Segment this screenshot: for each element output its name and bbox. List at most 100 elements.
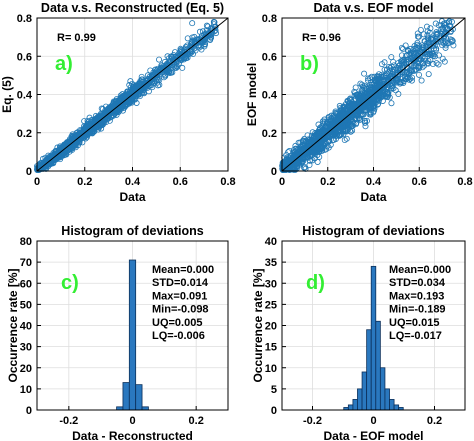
data-point — [449, 37, 456, 44]
y-axis-label: EOF model — [245, 63, 259, 126]
data-point — [158, 62, 165, 69]
data-point — [168, 69, 175, 76]
data-point — [332, 108, 339, 115]
data-point — [295, 139, 302, 146]
data-point — [417, 56, 424, 63]
data-point — [359, 110, 366, 117]
x-axis-label: Data - Reconstructed — [72, 429, 193, 441]
data-point — [408, 77, 415, 84]
y-tick-label: 0.6 — [17, 51, 32, 63]
data-point — [322, 126, 329, 133]
data-point — [341, 137, 348, 144]
data-point — [442, 22, 449, 29]
histogram-bar — [393, 404, 400, 411]
data-point — [431, 53, 438, 60]
plot-frame — [36, 17, 229, 172]
data-point — [99, 122, 106, 129]
data-point — [327, 141, 334, 148]
x-tick-label: -0.2 — [59, 415, 78, 427]
data-point — [425, 39, 432, 46]
data-point — [361, 82, 368, 89]
data-point — [415, 71, 422, 78]
data-point — [133, 99, 140, 106]
x-tick-label: -0.2 — [303, 415, 322, 427]
y-tick-label: 0.2 — [17, 128, 32, 140]
data-point — [411, 43, 418, 50]
data-point — [57, 149, 64, 156]
stats-line: Min=-0.189 — [389, 304, 446, 316]
data-point — [411, 57, 418, 64]
data-point — [300, 151, 307, 158]
histogram-bar — [379, 367, 386, 411]
data-point — [439, 55, 446, 62]
y-tick-label: 60 — [20, 278, 32, 290]
data-point — [407, 45, 414, 52]
y-axis-label: Occurrence rate [%] — [6, 268, 20, 382]
data-point — [439, 42, 446, 49]
data-point — [136, 80, 143, 87]
data-point — [205, 30, 212, 37]
stats-line: Mean=0.000 — [152, 264, 214, 276]
x-tick-label: 0.8 — [220, 176, 235, 188]
data-point — [434, 31, 441, 38]
data-point — [160, 70, 167, 77]
data-point — [125, 93, 132, 100]
data-point — [120, 99, 127, 106]
data-point — [81, 118, 88, 125]
data-point — [323, 123, 330, 130]
data-point — [343, 119, 350, 126]
stats-line: Min=-0.098 — [152, 304, 209, 316]
data-point — [417, 47, 424, 54]
y-tick-label: 0.4 — [17, 90, 33, 102]
data-point — [129, 99, 136, 106]
data-point — [304, 151, 311, 158]
data-point — [414, 30, 421, 37]
data-point — [203, 22, 210, 29]
data-point — [423, 47, 430, 54]
stats-line: UQ=0.005 — [152, 317, 202, 329]
y-tick-label: 40 — [265, 236, 277, 248]
data-point — [402, 42, 409, 49]
data-point — [124, 101, 131, 108]
y-tick-label: 0 — [271, 405, 277, 417]
y-tick-label: 40 — [20, 321, 32, 333]
chart-title: Histogram of deviations — [302, 224, 444, 238]
data-point — [379, 90, 386, 97]
data-point — [413, 55, 420, 62]
data-point — [117, 96, 124, 103]
x-tick-label: 0.4 — [366, 176, 382, 188]
data-point — [311, 154, 318, 161]
histogram-bars — [343, 265, 404, 411]
data-point — [427, 57, 434, 64]
plot-frame — [36, 240, 229, 411]
data-point — [156, 56, 163, 63]
data-point — [438, 26, 445, 33]
y-tick-label: 70 — [20, 257, 32, 269]
r-value-label: R= 0.99 — [57, 32, 96, 44]
data-point — [202, 40, 209, 47]
stats-line: UQ=0.015 — [389, 317, 439, 329]
histogram-bar — [135, 384, 143, 411]
data-point — [424, 32, 431, 39]
data-point — [441, 58, 448, 65]
data-point — [165, 61, 172, 68]
y-tick-label: 30 — [265, 278, 277, 290]
plot-frame — [281, 17, 466, 172]
data-point — [378, 93, 385, 100]
y-axis-label: Occurrence rate [%] — [251, 268, 265, 382]
data-point — [348, 122, 355, 129]
data-point — [416, 42, 423, 49]
data-point — [365, 75, 372, 82]
x-tick-label: 0 — [34, 176, 40, 188]
panel-c: -0.2 0 0.2 0 10 20 30 40 50 60 70 80 Mean=0.000STD=0… — [6, 224, 229, 441]
chart-title: Data v.s. EOF model — [314, 1, 434, 15]
data-point — [285, 149, 292, 156]
histogram-bar — [128, 259, 137, 411]
data-point — [358, 81, 365, 88]
data-point — [86, 114, 93, 121]
fit-line — [281, 17, 466, 172]
data-point — [184, 35, 191, 42]
data-point — [374, 76, 381, 83]
y-tick-label: 20 — [20, 363, 32, 375]
